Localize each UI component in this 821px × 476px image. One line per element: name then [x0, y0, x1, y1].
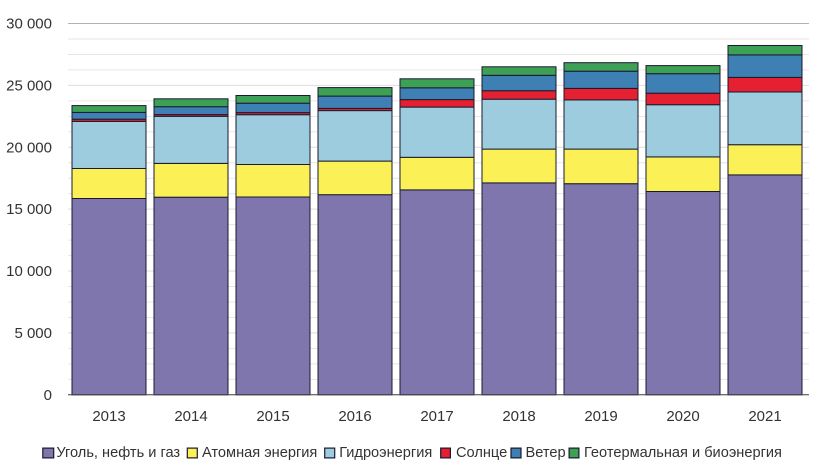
svg-text:Солнце: Солнце	[456, 445, 507, 461]
svg-text:Геотермальная и биоэнергия: Геотермальная и биоэнергия	[584, 445, 782, 461]
svg-text:30 000: 30 000	[6, 16, 52, 33]
svg-text:5 000: 5 000	[14, 325, 52, 342]
svg-text:Ветер: Ветер	[526, 445, 566, 461]
svg-text:10 000: 10 000	[6, 263, 52, 280]
svg-text:Гидроэнергия: Гидроэнергия	[339, 445, 432, 461]
svg-text:2016: 2016	[338, 408, 371, 425]
svg-text:0: 0	[44, 387, 52, 404]
svg-text:2015: 2015	[256, 408, 289, 425]
svg-text:20 000: 20 000	[6, 139, 52, 156]
svg-text:Атомная энергия: Атомная энергия	[202, 445, 317, 461]
svg-text:15 000: 15 000	[6, 201, 52, 218]
svg-text:2017: 2017	[420, 408, 453, 425]
svg-text:2021: 2021	[748, 408, 781, 425]
svg-text:2020: 2020	[666, 408, 699, 425]
svg-text:2014: 2014	[174, 408, 207, 425]
svg-text:Уголь, нефть и газ: Уголь, нефть и газ	[56, 445, 180, 461]
svg-text:2013: 2013	[92, 408, 125, 425]
svg-text:2019: 2019	[584, 408, 617, 425]
svg-text:2018: 2018	[502, 408, 535, 425]
svg-text:25 000: 25 000	[6, 77, 52, 94]
